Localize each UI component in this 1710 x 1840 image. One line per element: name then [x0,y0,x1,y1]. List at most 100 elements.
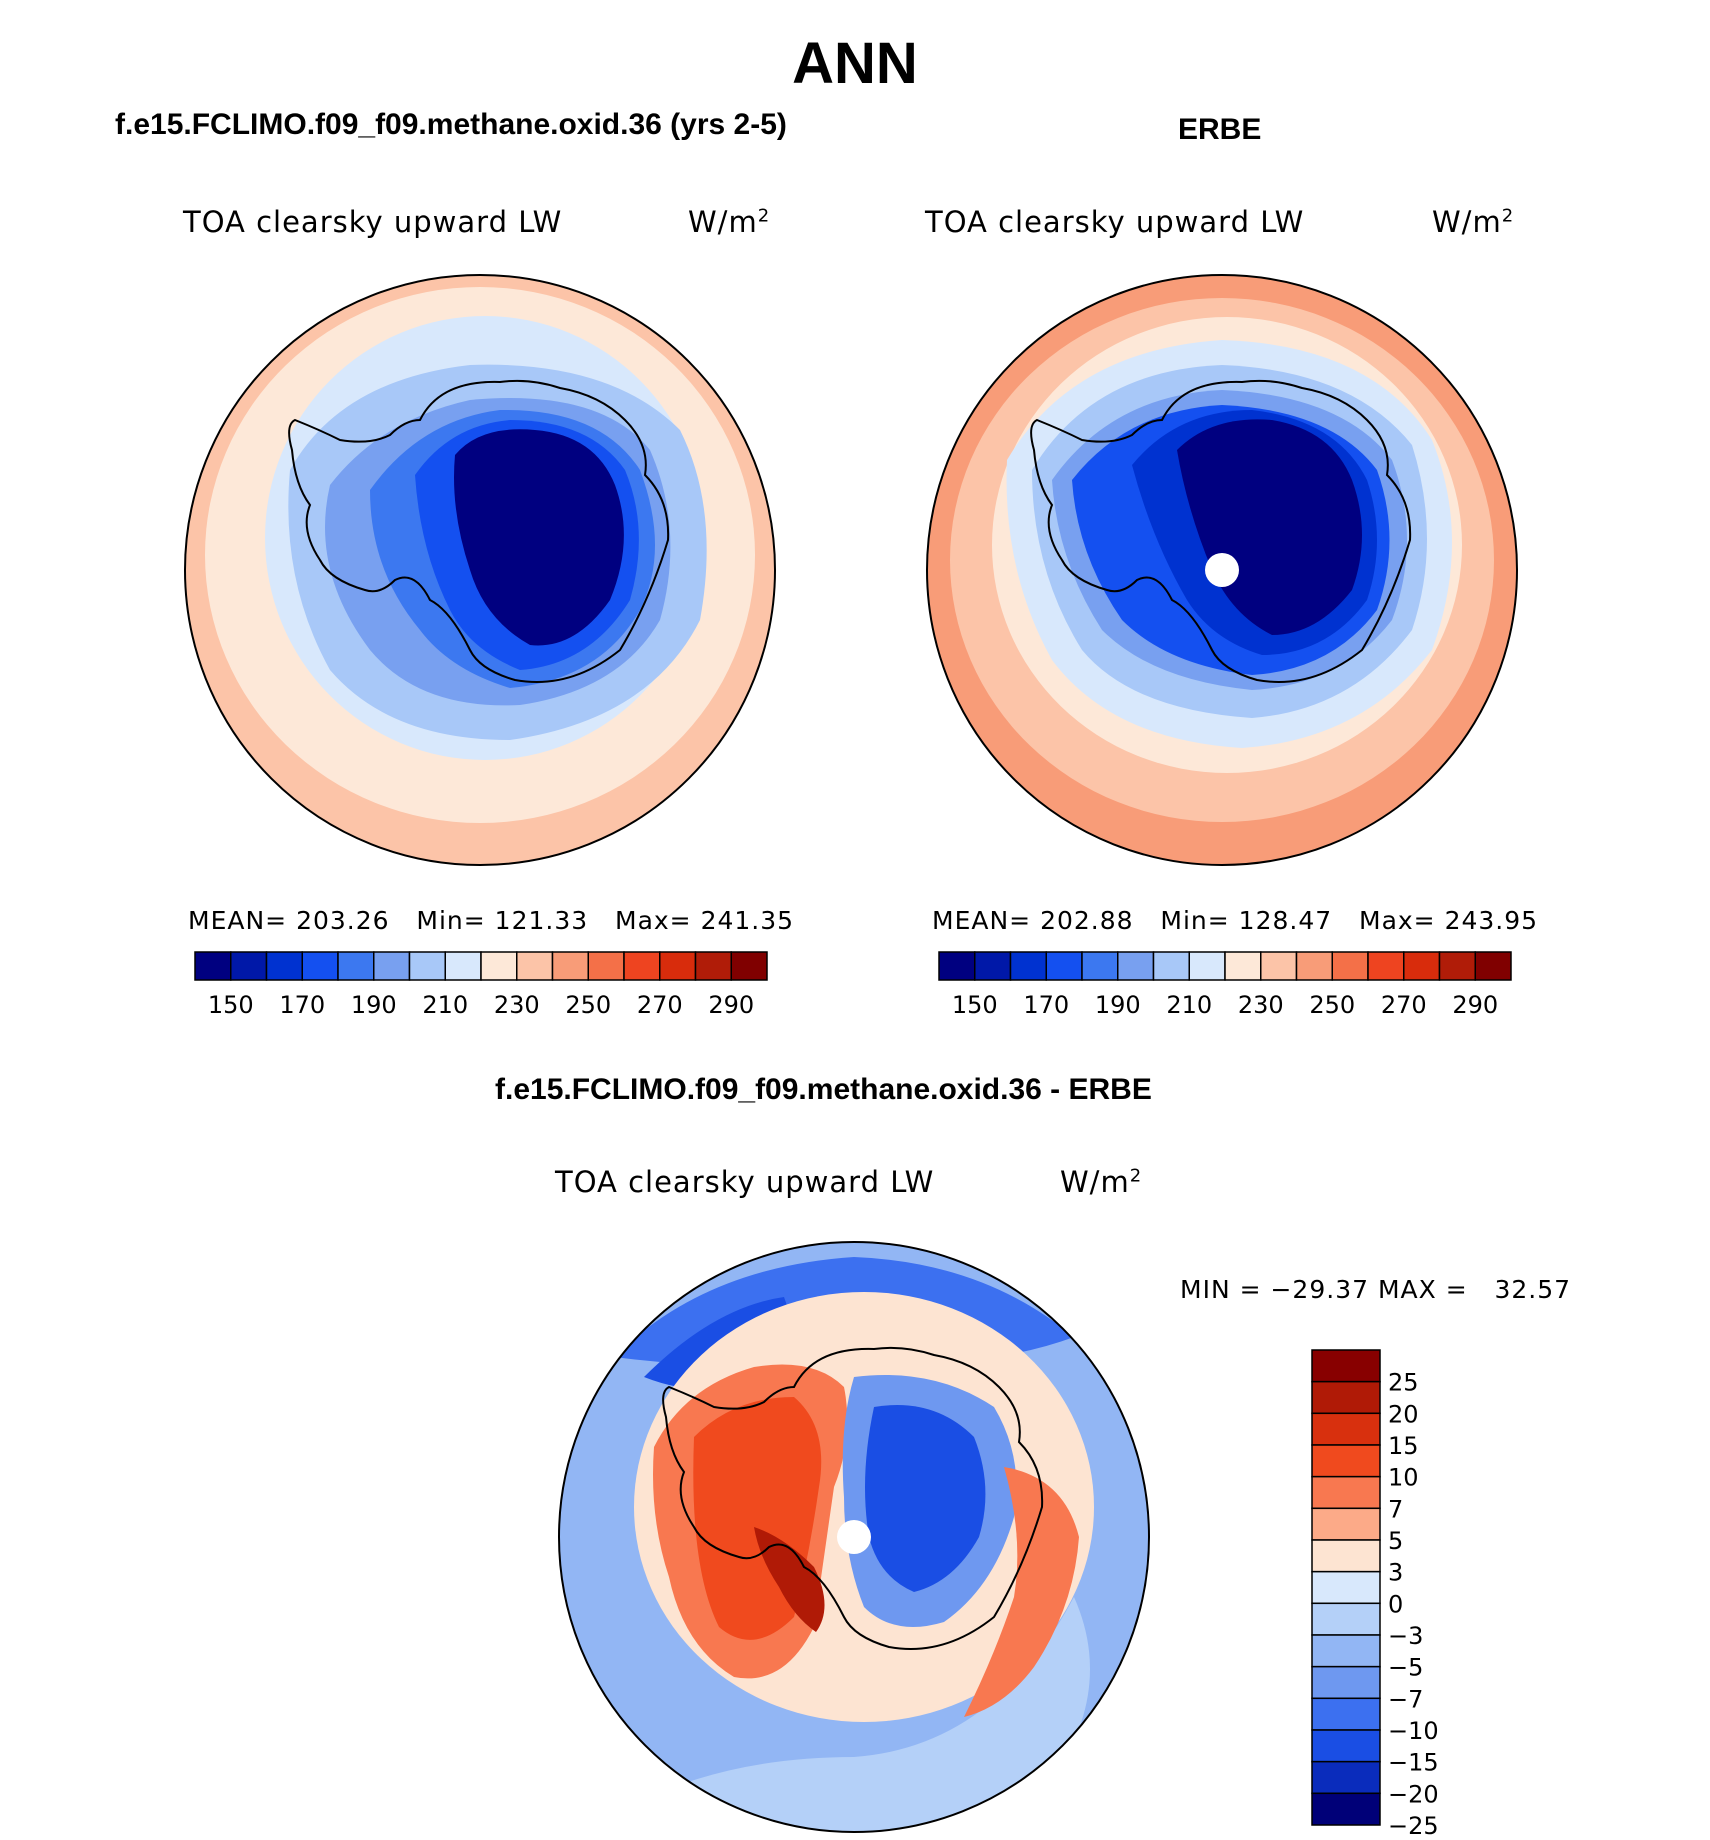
panel-2-colorbar-swatch [1331,951,1369,981]
panel-3-colorbar-tick-label: −25 [1388,1812,1439,1840]
panel-1-colorbar-swatch [516,951,554,981]
panel-1-coastline [288,379,670,683]
panel-3-colorbar-tick-label: −5 [1388,1654,1423,1682]
panel-3-units-label: W/m2 [1060,1165,1143,1199]
panel-2-colorbar-swatch [1224,951,1262,981]
panel-3-colorbar-swatch [1311,1792,1381,1826]
panel-1-colorbar-tick-label: 230 [494,991,540,1019]
panel-2-variable-label: TOA clearsky upward LW [925,205,1305,239]
panel-1-colorbar-tick-label: 270 [637,991,683,1019]
panel-1-colorbar-swatch [337,951,375,981]
panel-2-colorbar-swatch [1295,951,1333,981]
panel-3-contour-7-east [964,1467,1079,1717]
panel-2-colorbar-tick-label: 210 [1166,991,1212,1019]
panel-1-stats: MEAN= 203.26 Min= 121.33 Max= 241.35 [188,906,795,935]
panel-3-colorbar-tick-label: 20 [1388,1400,1419,1428]
panel-1-title: f.e15.FCLIMO.f09_f09.methane.oxid.36 (yr… [115,108,787,141]
panel-3-colorbar-tick-label: −7 [1388,1685,1423,1713]
panel-1-colorbar-swatch [587,951,625,981]
panel-1-colorbar-swatch [730,951,768,981]
panel-1-map-border [184,274,776,866]
panel-3-title: f.e15.FCLIMO.f09_f09.methane.oxid.36 - E… [495,1073,1152,1106]
panel-1-colorbar: 150 170 190 210 230 250 270 290 [194,951,768,1019]
panel-2-colorbar-swatch [1152,951,1190,981]
panel-2-colorbar-swatch [1474,951,1512,981]
panel-2-colorbar-swatch [1045,951,1083,981]
panel-1-colorbar-tick-label: 250 [565,991,611,1019]
panel-1-colorbar-swatch [265,951,303,981]
panel-2-units-label: W/m2 [1432,205,1515,239]
panel-2-coastline [1030,379,1412,683]
panel-1-colorbar-swatch [480,951,518,981]
panel-3-colorbar-tick-label: 15 [1388,1432,1419,1460]
panel-2-colorbar-tick-label: 230 [1238,991,1284,1019]
panel-2-colorbar-swatch [974,951,1012,981]
panel-3-colorbar-tick-label: 25 [1388,1369,1419,1397]
panel-3-colorbar-swatch [1311,1570,1381,1605]
panel-3-colorbar-tick-label: −20 [1388,1780,1439,1808]
panel-1-variable-label: TOA clearsky upward LW [183,205,563,239]
panel-2-colorbar-swatch [1188,951,1226,981]
panel-3-colorbar-tick-label: −10 [1388,1717,1439,1745]
panel-3-stats: MIN = −29.37 MAX = 32.57 [1180,1275,1572,1304]
panel-1-colorbar-swatch [444,951,482,981]
panel-3-colorbar: 25 20 15 10 7 5 3 0 −3 −5 −7 −10 −15 −20 −25 [1311,1349,1439,1840]
panel-2-colorbar-swatch [1403,951,1441,981]
panel-2-colorbar-tick-label: 170 [1023,991,1069,1019]
panel-3-colorbar-swatch [1311,1602,1381,1636]
panel-3-map-border [558,1241,1150,1833]
panel-2-map-border [926,274,1518,866]
panel-3-colorbar-swatch [1311,1412,1381,1446]
panel-1-colorbar-swatch [230,951,268,981]
panel-2-colorbar-swatch [1009,951,1047,981]
main-title: ANN [792,31,918,96]
panel-1-colorbar-tick-label: 150 [208,991,254,1019]
panel-2-colorbar-tick-label: 270 [1381,991,1427,1019]
panel-3-colorbar-swatch [1311,1539,1381,1573]
panel-3-colorbar-swatch [1311,1665,1381,1700]
panel-2-map [926,274,1518,866]
panel-3-colorbar-swatch [1311,1760,1381,1795]
panel-3-variable-label: TOA clearsky upward LW [555,1165,935,1199]
panel-3-colorbar-swatch [1311,1349,1381,1383]
panel-3-colorbar-swatch [1311,1729,1381,1763]
panel-1-colorbar-swatch [659,951,697,981]
panel-3-colorbar-tick-label: 5 [1388,1527,1403,1555]
panel-2-colorbar-swatch [1117,951,1155,981]
panel-2-colorbar-swatch [1367,951,1405,981]
panel-3-colorbar-swatch [1311,1444,1381,1478]
panel-3-contour-20 [754,1527,825,1632]
panel-3-colorbar-tick-label: 10 [1388,1464,1419,1492]
panel-2-pole-missing [1205,553,1239,587]
panel-3-contour-minus15-interior [865,1405,986,1592]
panel-1-colorbar-swatch [194,951,232,981]
panel-2-colorbar-tick-label: 250 [1309,991,1355,1019]
panel-2-stats: MEAN= 202.88 Min= 128.47 Max= 243.95 [932,906,1539,935]
panel-3-contour-minus3-south [674,1597,1090,1832]
panel-1-colorbar-tick-label: 210 [422,991,468,1019]
panel-3-colorbar-tick-label: −15 [1388,1749,1439,1777]
panel-3-colorbar-swatch [1311,1634,1381,1668]
panel-3-colorbar-tick-label: 0 [1388,1590,1403,1618]
panel-1-colorbar-swatch [373,951,411,981]
panel-3-coastline [662,1346,1044,1650]
panel-2-colorbar-tick-label: 290 [1452,991,1498,1019]
panel-1-colorbar-tick-label: 170 [279,991,325,1019]
panel-1-colorbar-swatch [623,951,661,981]
panel-1-units-label: W/m2 [688,205,771,239]
panel-3-pole-missing [837,1520,871,1554]
panel-2-colorbar-swatch [1438,951,1476,981]
panel-3-map [558,1241,1150,1833]
panel-1-colorbar-swatch [408,951,446,981]
panel-2-colorbar-swatch [1260,951,1298,981]
panel-2-title: ERBE [1178,113,1262,146]
panel-3-colorbar-tick-label: −3 [1388,1622,1423,1650]
panel-1-colorbar-swatch [551,951,589,981]
panel-2-colorbar-tick-label: 190 [1095,991,1141,1019]
panel-3-colorbar-swatch [1311,1380,1381,1415]
panel-2-colorbar-swatch [938,951,976,981]
panel-2-colorbar-tick-label: 150 [952,991,998,1019]
panel-1-map [184,274,776,866]
panel-1-colorbar-tick-label: 190 [351,991,397,1019]
panel-3-colorbar-tick-label: 7 [1388,1495,1403,1523]
